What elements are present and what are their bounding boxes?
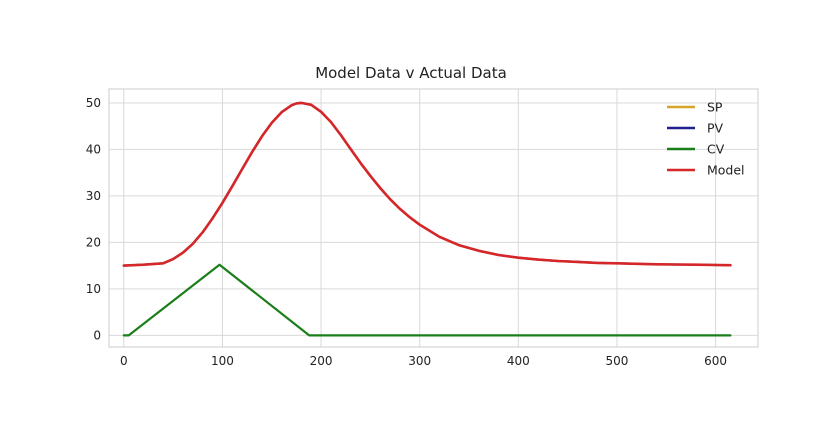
plot-area — [108, 88, 759, 348]
chart-title: Model Data v Actual Data — [315, 64, 507, 82]
y-tick-label: 40 — [86, 142, 101, 156]
x-tick-label: 600 — [704, 354, 727, 368]
legend-label-model: Model — [707, 163, 745, 178]
legend: SP PV CV Model — [667, 100, 745, 178]
grid — [109, 89, 758, 347]
series-lines — [122, 101, 732, 337]
tick-labels: 0 100 200 300 400 500 600 0 10 20 30 40 50 — [86, 96, 727, 368]
y-tick-label: 20 — [86, 235, 101, 249]
legend-label-sp: SP — [707, 100, 723, 115]
legend-label-cv: CV — [707, 142, 725, 157]
x-tick-label: 200 — [310, 354, 333, 368]
x-tick-label: 0 — [120, 354, 128, 368]
y-tick-label: 50 — [86, 96, 101, 110]
x-tick-label: 400 — [507, 354, 530, 368]
y-tick-label: 0 — [93, 328, 101, 342]
x-tick-label: 300 — [408, 354, 431, 368]
y-tick-label: 30 — [86, 189, 101, 203]
series-line-model — [122, 101, 732, 267]
legend-label-pv: PV — [707, 121, 724, 136]
series-line-cv — [122, 263, 732, 337]
x-tick-label: 500 — [606, 354, 629, 368]
x-tick-label: 100 — [211, 354, 234, 368]
y-tick-label: 10 — [86, 282, 101, 296]
